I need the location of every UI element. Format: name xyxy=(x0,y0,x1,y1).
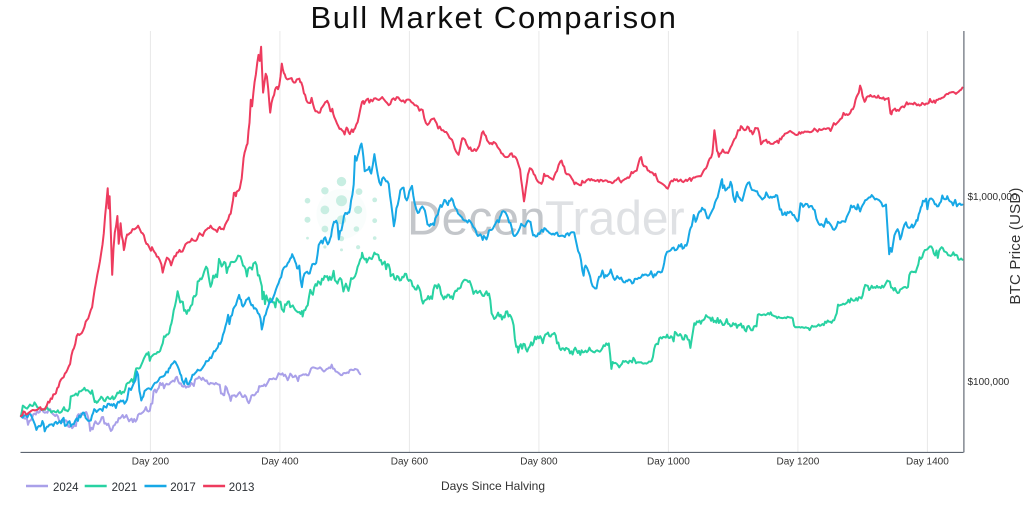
svg-text:Day 1400: Day 1400 xyxy=(906,457,949,468)
svg-text:BTC Price (USD): BTC Price (USD) xyxy=(1007,187,1024,304)
svg-text:2021: 2021 xyxy=(112,482,138,494)
svg-text:2024: 2024 xyxy=(53,482,79,494)
svg-text:Day 1200: Day 1200 xyxy=(776,457,819,468)
svg-text:Trader: Trader xyxy=(545,193,685,246)
svg-text:Bull Market Comparison: Bull Market Comparison xyxy=(310,0,677,35)
svg-text:Day 200: Day 200 xyxy=(132,457,170,468)
svg-text:$100,000: $100,000 xyxy=(968,377,1010,388)
svg-text:Day 800: Day 800 xyxy=(520,457,558,468)
svg-text:2017: 2017 xyxy=(170,482,196,494)
svg-text:Decen: Decen xyxy=(407,193,546,246)
svg-text:$1,000,000: $1,000,000 xyxy=(968,192,1018,203)
svg-text:Day 1000: Day 1000 xyxy=(647,457,690,468)
svg-text:Day 600: Day 600 xyxy=(391,457,429,468)
svg-text:2013: 2013 xyxy=(229,482,255,494)
svg-text:Days Since Halving: Days Since Halving xyxy=(441,479,545,493)
svg-text:Day 400: Day 400 xyxy=(261,457,299,468)
